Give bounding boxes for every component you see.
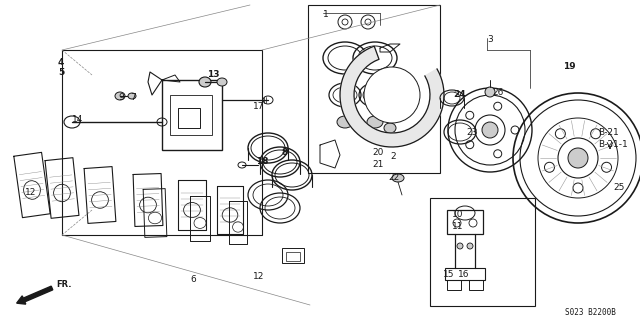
- Bar: [308, 5, 440, 173]
- Bar: [445, 268, 485, 280]
- Circle shape: [364, 67, 420, 123]
- Bar: [282, 248, 304, 263]
- Text: 19: 19: [563, 62, 575, 71]
- Text: 7: 7: [130, 93, 136, 102]
- Text: 23: 23: [466, 128, 477, 137]
- Ellipse shape: [384, 123, 396, 133]
- Text: B-21: B-21: [598, 128, 619, 137]
- Text: 20: 20: [372, 148, 383, 157]
- Text: 26: 26: [492, 88, 504, 97]
- Text: 14: 14: [72, 115, 83, 124]
- Text: 12: 12: [253, 272, 264, 281]
- Bar: [469, 280, 483, 290]
- Bar: [447, 280, 461, 290]
- Text: 9: 9: [118, 93, 124, 102]
- Text: 11: 11: [452, 222, 463, 231]
- Text: 8: 8: [282, 148, 288, 157]
- Text: B-21-1: B-21-1: [598, 140, 628, 149]
- Text: 10: 10: [452, 210, 463, 219]
- Circle shape: [467, 243, 473, 249]
- Ellipse shape: [115, 92, 125, 100]
- Text: 15: 15: [443, 270, 454, 279]
- Text: 3: 3: [487, 35, 493, 44]
- Text: S023 B2200B: S023 B2200B: [565, 308, 616, 317]
- Circle shape: [568, 148, 588, 168]
- Text: 6: 6: [190, 275, 196, 284]
- Ellipse shape: [337, 116, 353, 128]
- Text: 13: 13: [207, 70, 220, 79]
- Polygon shape: [340, 46, 444, 147]
- Ellipse shape: [367, 116, 383, 128]
- Text: 25: 25: [613, 183, 625, 192]
- Text: 22: 22: [388, 173, 399, 182]
- Text: FR.: FR.: [56, 280, 72, 289]
- Ellipse shape: [128, 93, 136, 99]
- Circle shape: [485, 87, 495, 97]
- Text: 4: 4: [58, 58, 65, 67]
- Ellipse shape: [392, 174, 404, 182]
- Ellipse shape: [354, 123, 366, 133]
- Circle shape: [482, 122, 498, 138]
- Bar: [286, 252, 300, 261]
- Bar: [162, 80, 222, 150]
- Bar: [178, 108, 200, 128]
- Ellipse shape: [217, 78, 227, 86]
- Bar: [170, 95, 212, 135]
- Text: 17: 17: [253, 102, 264, 111]
- Text: 21: 21: [372, 160, 383, 169]
- Ellipse shape: [199, 77, 211, 87]
- Circle shape: [457, 243, 463, 249]
- Text: 16: 16: [458, 270, 470, 279]
- Text: 24: 24: [453, 90, 466, 99]
- Text: 2: 2: [390, 152, 396, 161]
- Text: 1: 1: [323, 10, 329, 19]
- Bar: [430, 198, 535, 306]
- Bar: [447, 210, 483, 234]
- Text: 18: 18: [256, 157, 269, 166]
- Text: 12: 12: [25, 188, 36, 197]
- FancyArrow shape: [17, 286, 52, 304]
- Text: 5: 5: [58, 68, 64, 77]
